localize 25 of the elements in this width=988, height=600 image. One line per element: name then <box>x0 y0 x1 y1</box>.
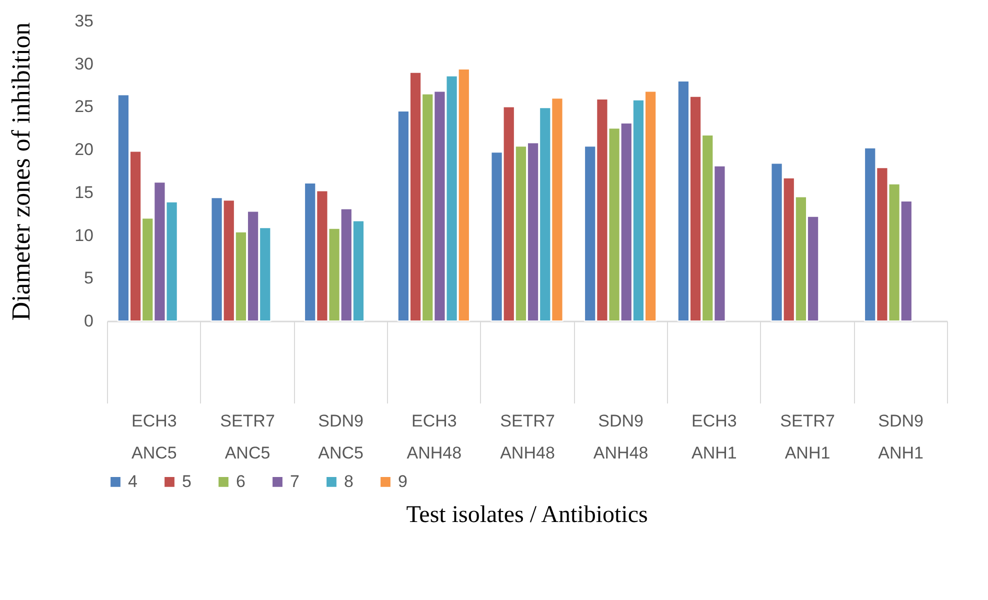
y-tick-label: 15 <box>74 182 94 202</box>
y-tick-label: 10 <box>74 226 94 245</box>
x-tick-label: ECH3 ANH48 <box>406 412 462 462</box>
x-tick-label: SETR7 ANH48 <box>500 412 555 462</box>
y-tick-label: 25 <box>74 97 94 116</box>
x-tick-label: SDN9 ANH1 <box>878 412 924 462</box>
x-tick-label: SDN9 ANC5 <box>318 412 364 462</box>
y-tick-label: 0 <box>84 312 94 330</box>
x-tick-label: ECH3 ANC5 <box>131 412 177 462</box>
x-tick-label: SDN9 ANH48 <box>593 412 648 462</box>
x-tick-label: ECH3 ANH1 <box>691 412 737 462</box>
y-axis-title: Diameter zones of inhibition <box>6 22 36 321</box>
legend-label: 4 <box>128 472 138 491</box>
y-tick-label: 30 <box>74 54 94 74</box>
legend-label: 8 <box>344 472 354 491</box>
legend-label: 9 <box>398 472 408 491</box>
x-tick-label: SETR7 ANC5 <box>220 412 275 462</box>
legend-label: 5 <box>182 472 192 491</box>
y-tick-label: 20 <box>74 140 94 160</box>
x-axis-title: Test isolates / Antibiotics <box>406 502 648 528</box>
y-tick-label: 35 <box>74 12 94 30</box>
y-tick-label: 5 <box>84 268 94 288</box>
x-tick-label: SETR7 ANH1 <box>780 412 835 462</box>
legend-label: 6 <box>236 472 246 491</box>
legend-label: 7 <box>290 472 300 491</box>
